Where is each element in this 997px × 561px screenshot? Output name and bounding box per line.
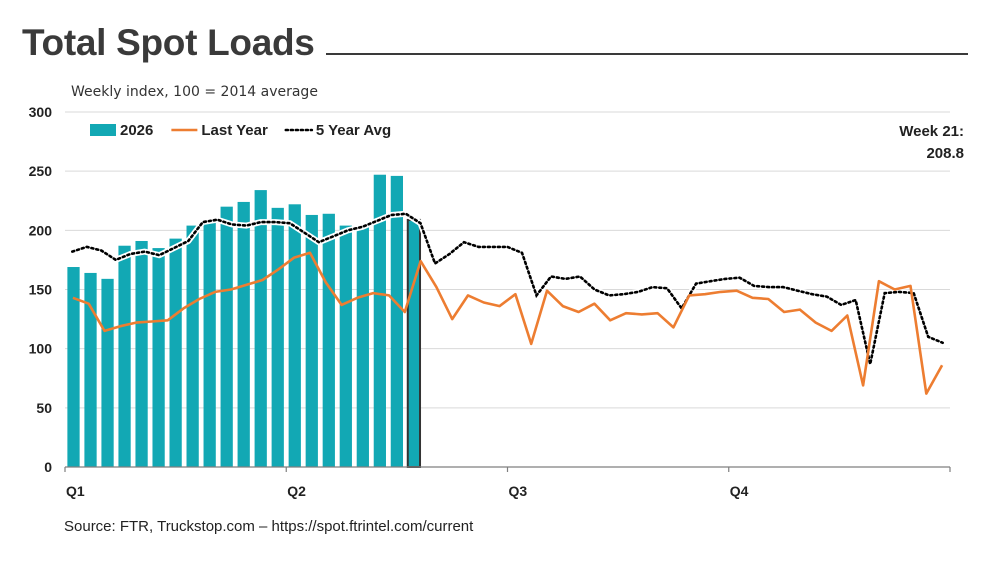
y-tick-label: 100 <box>29 341 53 357</box>
chart-subtitle: Weekly index, 100 = 2014 average <box>71 84 318 100</box>
bars-2026 <box>67 174 422 468</box>
line-series <box>71 210 944 395</box>
x-tick-label: Q3 <box>509 483 528 499</box>
legend: 2026 Last Year 5 Year Avg <box>90 122 391 139</box>
x-axis: Q1 Q2 Q3 Q4 <box>64 466 951 499</box>
bar <box>390 175 404 467</box>
title-underline <box>326 53 968 55</box>
x-tick-label: Q2 <box>287 483 306 499</box>
y-tick-label: 50 <box>36 400 52 416</box>
bar <box>237 201 250 467</box>
bar <box>135 240 148 467</box>
bar <box>67 267 80 467</box>
bar <box>339 225 352 467</box>
bar <box>220 206 233 467</box>
last-year-line <box>72 251 944 395</box>
bar <box>101 278 114 467</box>
bar <box>373 174 386 467</box>
y-tick-label: 150 <box>29 282 53 298</box>
callout-week-label: Week 21: <box>899 123 964 140</box>
x-tick-label: Q4 <box>730 483 749 499</box>
callout-week-value: 208.8 <box>926 145 964 162</box>
bar <box>271 207 284 467</box>
y-axis-ticks: 0 50 100 150 200 250 300 <box>29 104 53 475</box>
bar <box>203 220 216 467</box>
bar <box>322 213 335 467</box>
x-tick-label: Q1 <box>66 483 85 499</box>
bar-current-week <box>406 218 422 468</box>
bar <box>254 190 267 467</box>
bar <box>84 272 97 467</box>
bar <box>186 225 199 467</box>
bar <box>169 238 182 467</box>
current-week-callout: Week 21: 208.8 <box>899 121 964 165</box>
y-tick-label: 300 <box>29 104 53 120</box>
chart-title: Total Spot Loads <box>22 22 315 63</box>
bar <box>152 248 165 467</box>
y-tick-label: 250 <box>29 163 53 179</box>
legend-swatch-2026 <box>90 124 116 136</box>
five-year-avg-line <box>71 212 944 365</box>
legend-label: Last Year <box>201 122 268 139</box>
legend-label: 2026 <box>120 122 153 139</box>
legend-label: 5 Year Avg <box>316 122 391 139</box>
bar <box>118 245 131 467</box>
bar <box>288 204 301 468</box>
y-tick-label: 0 <box>44 459 52 475</box>
y-tick-label: 200 <box>29 222 53 238</box>
bar <box>305 214 318 467</box>
bar <box>356 225 369 467</box>
five-year-avg-halo <box>71 210 944 368</box>
source-note: Source: FTR, Truckstop.com – https://spo… <box>64 518 474 535</box>
